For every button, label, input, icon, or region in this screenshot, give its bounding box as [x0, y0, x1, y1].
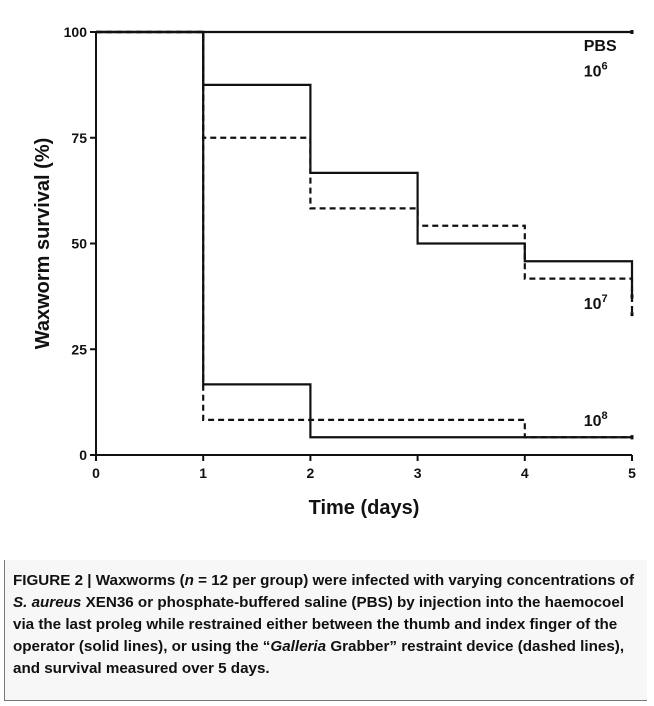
x-tick-label: 0: [92, 465, 100, 481]
y-tick-label: 25: [71, 341, 87, 357]
series-label: 106: [584, 60, 608, 80]
caption-n-variable: n: [184, 572, 194, 589]
y-axis-title: Waxworm survival (%): [32, 138, 54, 350]
series-label-exponent: 6: [602, 60, 608, 72]
series-label-exponent: 7: [602, 293, 608, 305]
survival-series-4: [96, 30, 632, 439]
y-tick-label: 0: [79, 447, 87, 463]
x-tick-label: 1: [199, 465, 207, 481]
x-tick-label: 3: [414, 465, 422, 481]
survival-chart: 0 25 50 75 100 0 1 2 3 4 5 Time (days) Waxworm survi…: [32, 24, 636, 519]
caption-box: FIGURE 2 | Waxworms (n = 12 per group) w…: [4, 560, 647, 701]
series-label: PBS: [584, 38, 617, 55]
survival-series-5: [96, 30, 632, 439]
annotation-layer: PBS 106 107 108: [584, 38, 617, 430]
caption-species: S. aureus: [13, 594, 82, 611]
series-layer: [96, 30, 634, 440]
y-tick-label: 100: [64, 24, 88, 40]
caption-part-2: = 12 per group) were infected with varyi…: [193, 572, 635, 589]
y-tick-label: 75: [71, 130, 87, 146]
x-axis-title: Time (days): [309, 497, 420, 519]
series-label: 107: [584, 293, 608, 313]
x-tick-label: 4: [521, 465, 529, 481]
caption-prefix: FIGURE 2 | Waxworms (: [13, 572, 185, 589]
y-tick-label: 50: [71, 236, 87, 252]
survival-series-3: [96, 30, 634, 315]
figure-caption: FIGURE 2 | Waxworms (n = 12 per group) w…: [13, 570, 638, 680]
caption-device: Galleria: [270, 638, 327, 655]
x-tick-label: 2: [307, 465, 315, 481]
caption-part-4: Grabber” restraint device (dashed lines)…: [13, 638, 625, 677]
x-tick-label: 5: [628, 465, 636, 481]
caption-part-3: XEN36 or phosphate-buffered saline (PBS)…: [13, 594, 624, 655]
series-label: 108: [584, 410, 608, 430]
axes: 0 25 50 75 100 0 1 2 3 4 5 Time (days) Waxworm survi…: [32, 24, 636, 519]
survival-series-2: [96, 30, 634, 297]
series-label-exponent: 8: [602, 410, 608, 422]
